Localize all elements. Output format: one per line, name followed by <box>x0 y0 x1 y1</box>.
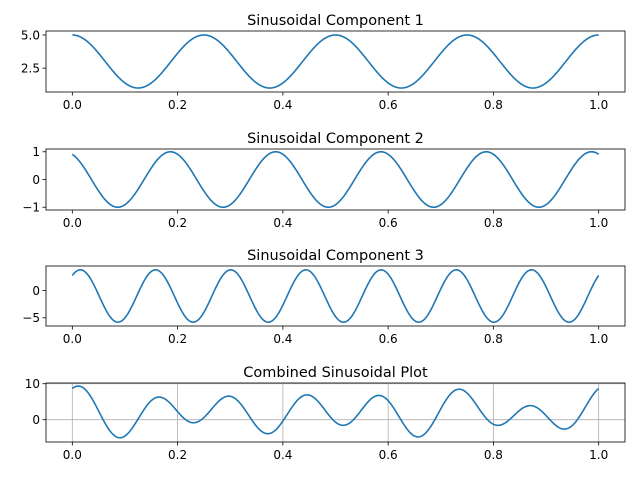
x-tick-label: 0.2 <box>168 448 187 462</box>
y-tick-label: 2.5 <box>21 61 40 75</box>
x-tick-label: 0.0 <box>63 332 82 346</box>
axes-frame <box>45 30 626 93</box>
x-tick-label: 1.0 <box>589 448 608 462</box>
x-tick-label: 0.2 <box>168 332 187 346</box>
x-tick-label: 0.0 <box>63 448 82 462</box>
subplot-title: Sinusoidal Component 2 <box>247 131 424 147</box>
x-tick-label: 0.4 <box>273 448 292 462</box>
x-tick-label: 0.6 <box>379 216 398 230</box>
y-tick-label: −5 <box>22 311 40 325</box>
series-line-3 <box>71 269 600 323</box>
subplot-title: Sinusoidal Component 3 <box>247 248 424 264</box>
x-tick-label: 0.4 <box>273 332 292 346</box>
x-tick-label: 0.8 <box>484 216 503 230</box>
x-tick-label: 0.6 <box>379 98 398 112</box>
x-tick-label: 0.0 <box>63 98 82 112</box>
y-tick-label: 0 <box>32 173 40 187</box>
series-line-1 <box>72 34 599 89</box>
x-tick-label: 0.2 <box>168 216 187 230</box>
x-tick-label: 0.8 <box>484 448 503 462</box>
x-tick-label: 0.6 <box>379 332 398 346</box>
x-tick-label: 0.8 <box>484 332 503 346</box>
y-tick-label: 0 <box>32 413 40 427</box>
x-tick-label: 1.0 <box>589 216 608 230</box>
x-tick-label: 0.0 <box>63 216 82 230</box>
axes-frame <box>45 382 626 443</box>
axes-frame <box>45 148 626 211</box>
x-tick-label: 0.6 <box>379 448 398 462</box>
x-tick-label: 0.4 <box>273 98 292 112</box>
axes-frame <box>45 265 626 327</box>
subplot-title: Sinusoidal Component 1 <box>247 13 424 29</box>
x-tick-label: 0.2 <box>168 98 187 112</box>
x-tick-label: 0.4 <box>273 216 292 230</box>
y-tick-label: 10 <box>25 377 40 391</box>
series-line-2 <box>71 150 600 209</box>
y-tick-label: 0 <box>32 284 40 298</box>
x-tick-label: 1.0 <box>589 332 608 346</box>
subplot-2: 0.0 0.2 0.4 0.6 0.8 1.0 −1 0 1 Sinusoidal Compone… <box>22 131 626 230</box>
y-tick-label: −1 <box>22 201 40 215</box>
subplot-title: Combined Sinusoidal Plot <box>243 365 428 381</box>
subplot-1: 0.0 0.2 0.4 0.6 0.8 1.0 2.5 5.0 Sinusoidal Compo… <box>21 13 626 112</box>
series-line-4 <box>71 385 600 439</box>
x-tick-label: 0.8 <box>484 98 503 112</box>
subplot-3: 0.0 0.2 0.4 0.6 0.8 1.0 −5 0 Sinusoidal Componen… <box>22 248 626 346</box>
subplot-4: 0.0 0.2 0.4 0.6 0.8 1.0 0 10 Combined Sinusoidal… <box>25 365 626 462</box>
y-tick-label: 5.0 <box>21 28 40 42</box>
x-tick-label: 1.0 <box>589 98 608 112</box>
y-tick-label: 1 <box>32 145 40 159</box>
